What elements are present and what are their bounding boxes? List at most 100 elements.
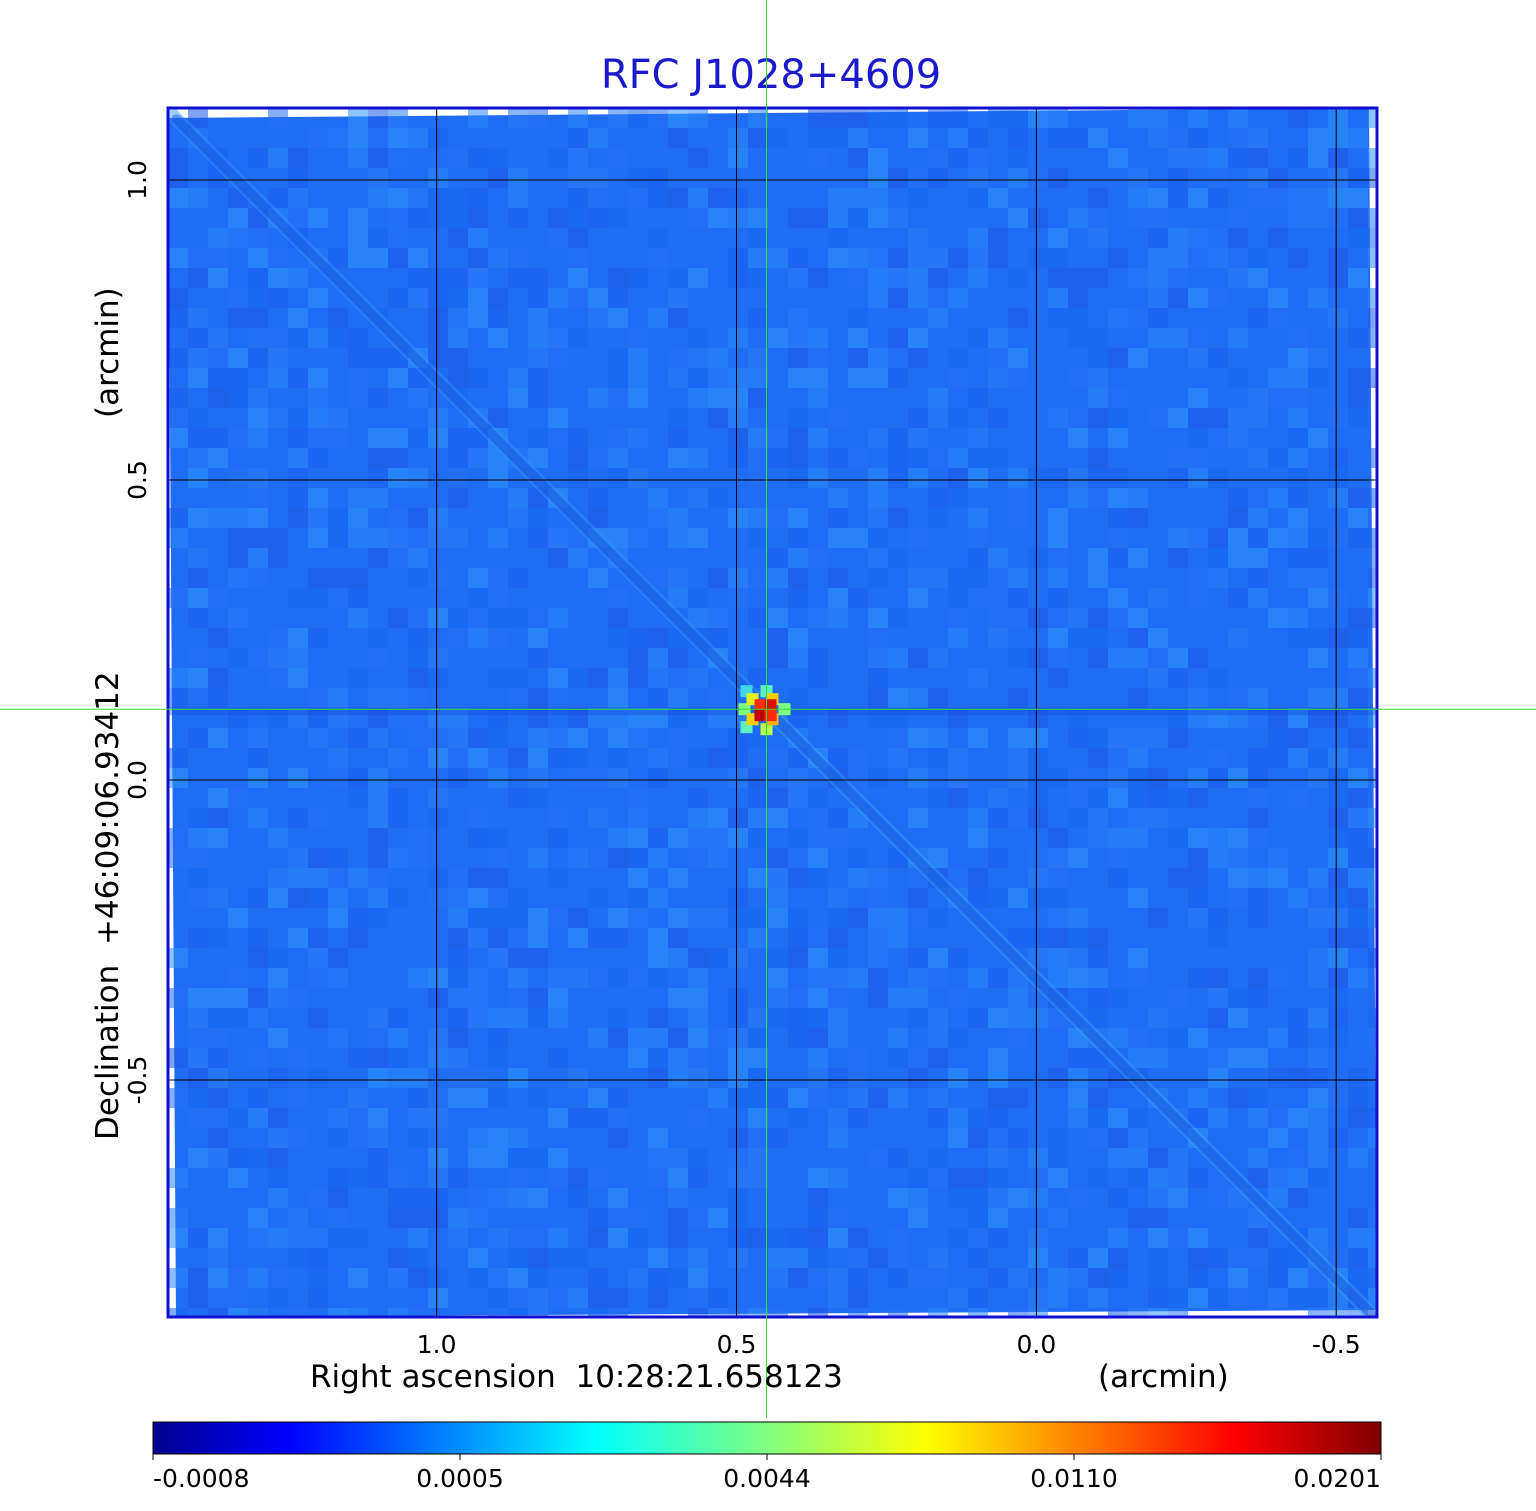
noise-pixel (1148, 908, 1168, 928)
noise-pixel (768, 868, 788, 888)
noise-pixel (288, 468, 308, 488)
noise-pixel (448, 1228, 468, 1248)
noise-pixel (1048, 248, 1068, 268)
noise-pixel (1208, 288, 1228, 308)
noise-pixel (328, 908, 348, 928)
noise-pixel (1328, 1248, 1348, 1268)
noise-pixel (288, 888, 308, 908)
noise-pixel (1208, 348, 1228, 368)
noise-pixel (608, 1228, 628, 1248)
noise-pixel (948, 248, 968, 268)
noise-pixel (1188, 1228, 1208, 1248)
noise-pixel (1228, 1268, 1248, 1288)
noise-pixel (488, 768, 508, 788)
noise-pixel (1148, 408, 1168, 428)
noise-pixel (628, 708, 648, 728)
noise-pixel (628, 668, 648, 688)
noise-pixel (308, 1268, 328, 1288)
noise-pixel (248, 548, 268, 568)
noise-pixel (628, 1268, 648, 1288)
noise-pixel (1108, 468, 1128, 488)
noise-pixel (688, 908, 708, 928)
noise-pixel (688, 1008, 708, 1028)
noise-pixel (908, 188, 928, 208)
noise-pixel (808, 148, 828, 168)
noise-pixel (788, 328, 808, 348)
noise-pixel (748, 768, 768, 788)
noise-pixel (888, 848, 908, 868)
noise-pixel (1148, 1208, 1168, 1228)
noise-pixel (1188, 448, 1208, 468)
noise-pixel (1148, 1288, 1168, 1308)
noise-pixel (188, 1228, 208, 1248)
noise-pixel (448, 448, 468, 468)
noise-pixel (268, 548, 288, 568)
noise-pixel (728, 1148, 748, 1168)
noise-pixel (1028, 1148, 1048, 1168)
noise-pixel (1008, 1028, 1028, 1048)
noise-pixel (548, 1228, 568, 1248)
noise-pixel (268, 1128, 288, 1148)
noise-pixel (548, 1008, 568, 1028)
noise-pixel (368, 388, 388, 408)
noise-pixel (428, 1168, 448, 1188)
noise-pixel (228, 908, 248, 928)
noise-pixel (1168, 868, 1188, 888)
noise-pixel (208, 628, 228, 648)
noise-pixel (1108, 828, 1128, 848)
noise-pixel (728, 588, 748, 608)
noise-pixel (1008, 1128, 1028, 1148)
noise-pixel (1108, 988, 1128, 1008)
noise-pixel (1088, 368, 1108, 388)
noise-pixel (1028, 608, 1048, 628)
noise-pixel (548, 148, 568, 168)
noise-pixel (1328, 1028, 1348, 1048)
noise-pixel (1128, 1048, 1148, 1068)
noise-pixel (668, 368, 688, 388)
noise-pixel (668, 1188, 688, 1208)
noise-pixel (1288, 608, 1308, 628)
noise-pixel (1148, 288, 1168, 308)
noise-pixel (208, 508, 228, 528)
noise-pixel (1048, 508, 1068, 528)
noise-pixel (1228, 628, 1248, 648)
noise-pixel (208, 1248, 228, 1268)
noise-pixel (288, 428, 308, 448)
noise-pixel (488, 568, 508, 588)
noise-pixel (588, 1168, 608, 1188)
noise-pixel (508, 108, 528, 128)
noise-pixel (788, 728, 808, 748)
noise-pixel (848, 808, 868, 828)
noise-pixel (1308, 968, 1328, 988)
noise-pixel (768, 948, 788, 968)
noise-pixel (1328, 1128, 1348, 1148)
noise-pixel (1368, 1248, 1377, 1268)
noise-pixel (968, 1008, 988, 1028)
noise-pixel (688, 1068, 708, 1088)
noise-pixel (708, 908, 728, 928)
noise-pixel (1068, 1108, 1088, 1128)
noise-pixel (1368, 1108, 1377, 1128)
noise-pixel (488, 1308, 508, 1317)
noise-pixel (848, 1268, 868, 1288)
noise-pixel (408, 568, 428, 588)
noise-pixel (428, 268, 448, 288)
noise-pixel (1188, 968, 1208, 988)
noise-pixel (1328, 1088, 1348, 1108)
noise-pixel (788, 848, 808, 868)
noise-pixel (468, 728, 488, 748)
noise-pixel (1188, 588, 1208, 608)
noise-pixel (968, 448, 988, 468)
noise-pixel (1288, 1008, 1308, 1028)
noise-pixel (1188, 1288, 1208, 1308)
noise-pixel (1008, 268, 1028, 288)
noise-pixel (408, 1248, 428, 1268)
noise-pixel (1088, 808, 1108, 828)
noise-pixel (428, 1088, 448, 1108)
noise-pixel (628, 268, 648, 288)
noise-pixel (1008, 968, 1028, 988)
noise-pixel (1068, 268, 1088, 288)
noise-pixel (268, 148, 288, 168)
noise-pixel (248, 1228, 268, 1248)
noise-pixel (288, 1248, 308, 1268)
